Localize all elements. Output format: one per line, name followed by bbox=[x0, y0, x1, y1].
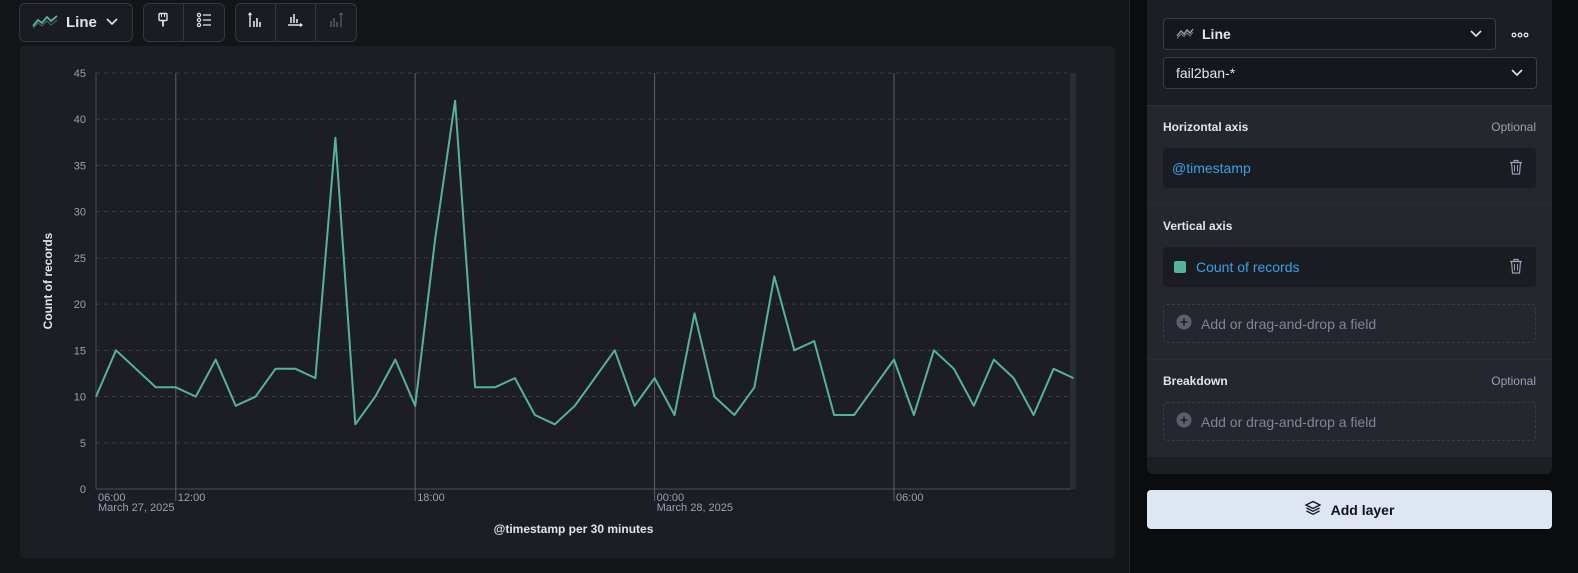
y-tick-label: 40 bbox=[74, 114, 86, 126]
plot-scroll-band bbox=[1070, 73, 1076, 489]
vertical-axis-header: Vertical axis bbox=[1163, 219, 1536, 233]
line-chart-icon bbox=[32, 13, 58, 33]
vertical-axis-title: Vertical axis bbox=[1163, 219, 1233, 233]
breakdown-header: Breakdown Optional bbox=[1163, 374, 1536, 388]
add-field-label: Add or drag-and-drop a field bbox=[1201, 413, 1377, 430]
chart-panel: 0 5 10 15 20 25 30 35 40 45 06:00 March 27, 2025 12:… bbox=[20, 46, 1115, 558]
trash-icon[interactable] bbox=[1508, 258, 1524, 277]
plus-circle-icon bbox=[1176, 412, 1192, 431]
y-tick-label: 45 bbox=[74, 68, 86, 80]
layer-chart-type-select[interactable]: Line bbox=[1163, 18, 1497, 50]
data-view-label: fail2ban-* bbox=[1176, 65, 1236, 81]
x-axis-title: @timestamp per 30 minutes bbox=[494, 522, 654, 536]
horizontal-axis-field[interactable]: @timestamp bbox=[1163, 148, 1536, 188]
breakdown-title: Breakdown bbox=[1163, 374, 1228, 388]
chart-type-switcher-button[interactable]: Line bbox=[20, 4, 132, 41]
chevron-down-icon bbox=[1510, 65, 1524, 82]
layers-icon bbox=[1304, 500, 1322, 519]
layer-config-panel: Line fail2ban-* Horizontal axis Optional bbox=[1147, 0, 1552, 474]
list-icon bbox=[196, 12, 212, 33]
y-tick-label: 0 bbox=[80, 484, 86, 496]
series-color-swatch[interactable] bbox=[1174, 261, 1186, 273]
add-layer-label: Add layer bbox=[1330, 501, 1395, 518]
layer-actions-button[interactable] bbox=[1504, 18, 1536, 50]
right-axis-button[interactable] bbox=[316, 4, 356, 41]
visual-options-button[interactable] bbox=[144, 4, 184, 41]
axis-group bbox=[234, 3, 357, 42]
y-tick-label: 20 bbox=[74, 299, 86, 311]
layer-header: Line fail2ban-* bbox=[1147, 0, 1552, 106]
x-tick-label: 00:00 bbox=[657, 492, 685, 504]
y-tick-label: 15 bbox=[74, 345, 86, 357]
chart-type-label: Line bbox=[66, 14, 97, 31]
x-tick-label: 06:00 bbox=[896, 492, 924, 504]
layer-type-row: Line bbox=[1163, 18, 1536, 50]
vertical-axis-field[interactable]: Count of records bbox=[1163, 247, 1536, 287]
add-field-label: Add or drag-and-drop a field bbox=[1201, 315, 1377, 332]
x-tick-date-label: March 27, 2025 bbox=[98, 502, 174, 514]
line-chart-icon bbox=[1176, 26, 1194, 42]
horizontal-axis-section: Horizontal axis Optional @timestamp bbox=[1147, 106, 1552, 205]
y-tick-label: 10 bbox=[74, 392, 86, 404]
x-tick-label: 06:00 bbox=[98, 492, 126, 504]
chart-toolbar: Line bbox=[19, 3, 357, 42]
layer-chart-type-label: Line bbox=[1202, 26, 1231, 42]
paintbrush-icon bbox=[155, 12, 171, 33]
y-tick-label: 5 bbox=[80, 438, 86, 450]
add-layer-button[interactable]: Add layer bbox=[1147, 490, 1552, 529]
vertical-axis-field-label: Count of records bbox=[1196, 259, 1300, 275]
horizontal-axis-header: Horizontal axis Optional bbox=[1163, 120, 1536, 134]
right-axis-icon bbox=[328, 12, 344, 33]
optional-label: Optional bbox=[1491, 374, 1536, 388]
breakdown-add-field[interactable]: Add or drag-and-drop a field bbox=[1163, 402, 1536, 441]
x-tick-date-label: March 28, 2025 bbox=[657, 502, 733, 514]
y-tick-label: 35 bbox=[74, 160, 86, 172]
plus-circle-icon bbox=[1176, 314, 1192, 333]
data-view-select[interactable]: fail2ban-* bbox=[1163, 57, 1537, 89]
legend-options-button[interactable] bbox=[184, 4, 224, 41]
optional-label: Optional bbox=[1491, 120, 1536, 134]
series-line bbox=[95, 99, 1074, 426]
bottom-axis-icon bbox=[287, 12, 304, 33]
appearance-group bbox=[142, 3, 225, 42]
x-tick-label: 12:00 bbox=[178, 492, 206, 504]
left-axis-icon bbox=[247, 12, 263, 33]
chart-type-group: Line bbox=[19, 3, 133, 42]
vertical-axis-section: Vertical axis Count of records Add or dr… bbox=[1147, 205, 1552, 360]
bottom-axis-button[interactable] bbox=[276, 4, 316, 41]
x-tick-label: 18:00 bbox=[417, 492, 445, 504]
more-horizontal-icon bbox=[1511, 25, 1529, 43]
breakdown-section: Breakdown Optional Add or drag-and-drop … bbox=[1147, 360, 1552, 457]
chevron-down-icon bbox=[105, 14, 119, 32]
y-tick-label: 25 bbox=[74, 253, 86, 265]
chevron-down-icon bbox=[1469, 26, 1483, 43]
y-tick-label: 30 bbox=[74, 207, 86, 219]
trash-icon[interactable] bbox=[1508, 159, 1524, 178]
workspace: Line bbox=[19, 0, 1130, 573]
horizontal-axis-field-label: @timestamp bbox=[1172, 160, 1251, 176]
left-axis-button[interactable] bbox=[236, 4, 276, 41]
vertical-axis-add-field[interactable]: Add or drag-and-drop a field bbox=[1163, 304, 1536, 343]
y-axis-title: Count of records bbox=[41, 232, 55, 329]
horizontal-axis-title: Horizontal axis bbox=[1163, 120, 1249, 134]
